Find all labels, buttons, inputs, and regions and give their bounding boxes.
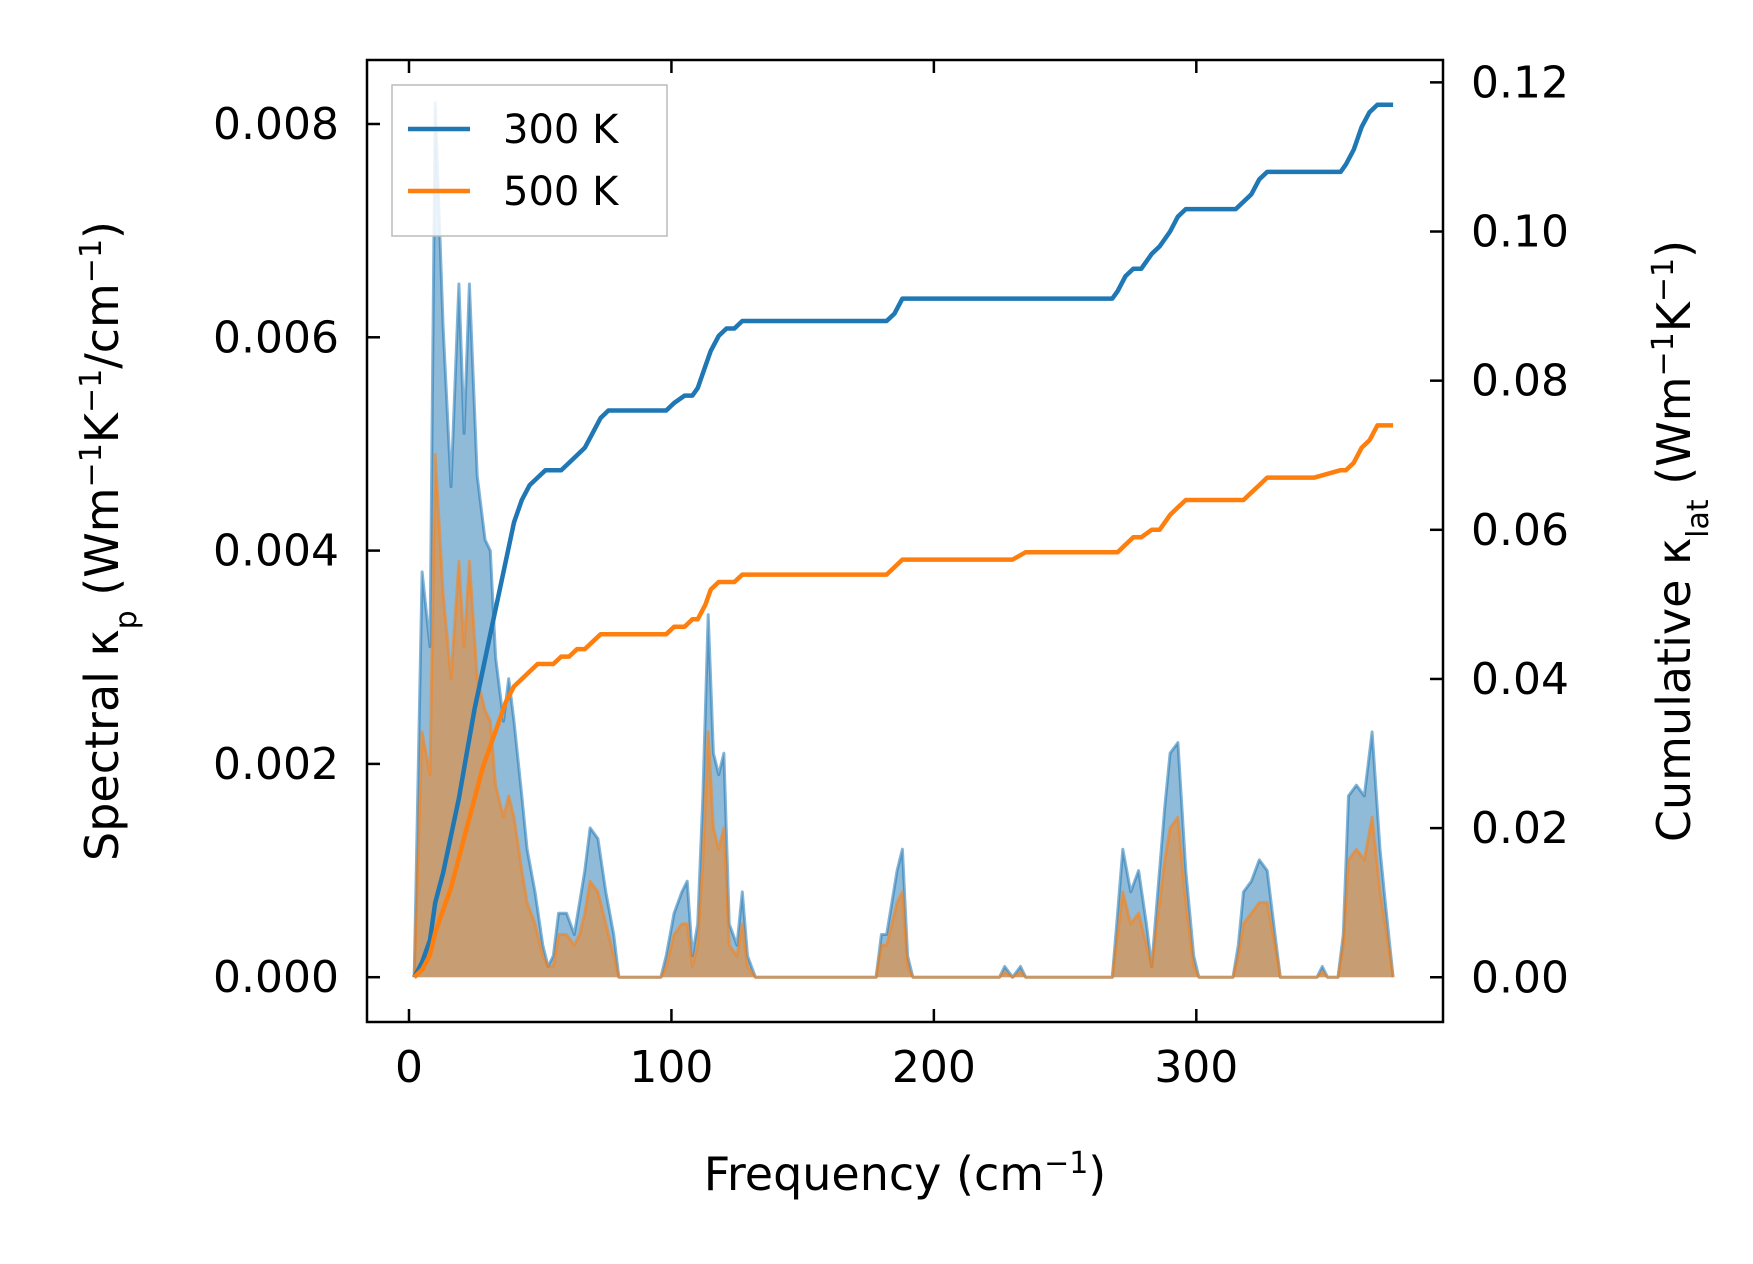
x-axis-label: Frequency (cm−1): [704, 1146, 1107, 1202]
spectral-fills: [412, 101, 1395, 979]
y-left-tick-label: 0.002: [213, 739, 339, 790]
x-tick-label: 0: [395, 1042, 423, 1093]
spectral-line-b: [412, 453, 1395, 979]
spectral-line-a: [412, 101, 1395, 979]
y-axis-left-label: Spectral κp (Wm−1K−1/cm−1): [74, 221, 144, 861]
x-tick-label: 200: [892, 1042, 976, 1093]
x-tick-label: 300: [1154, 1042, 1238, 1093]
legend-label: 300 K: [503, 107, 620, 153]
y-left-tick-label: 0.000: [213, 952, 339, 1003]
cumulative-lines: [412, 102, 1394, 979]
y-right-tick-label: 0.12: [1471, 57, 1569, 108]
y-left-tick-label: 0.004: [213, 526, 339, 577]
y-axis-right-label: Cumulative κlat (Wm−1K−1): [1646, 240, 1716, 842]
y-right-tick-label: 0.10: [1471, 207, 1569, 258]
legend: 300 K 500 K: [391, 84, 668, 237]
y-left-tick-label: 0.008: [213, 99, 339, 150]
legend-label: 500 K: [503, 169, 620, 215]
y-right-tick-label: 0.06: [1471, 505, 1569, 556]
y-right-tick-label: 0.02: [1471, 803, 1569, 854]
axis-ticks: 0 100 200 300 0.000 0.002 0.004 0.006 0.008 0.00 0…: [213, 57, 1569, 1093]
x-tick-label: 100: [629, 1042, 713, 1093]
cumulative-line-b: [412, 423, 1394, 979]
y-right-tick-label: 0.04: [1471, 654, 1569, 705]
y-right-tick-label: 0.00: [1471, 952, 1569, 1003]
y-right-tick-label: 0.08: [1471, 356, 1569, 407]
plot-frame: [365, 58, 1445, 1024]
legend-box: [391, 84, 668, 237]
y-left-tick-label: 0.006: [213, 312, 339, 363]
cumulative-line-a: [412, 102, 1394, 979]
spectral-fill-b: [414, 454, 1394, 978]
